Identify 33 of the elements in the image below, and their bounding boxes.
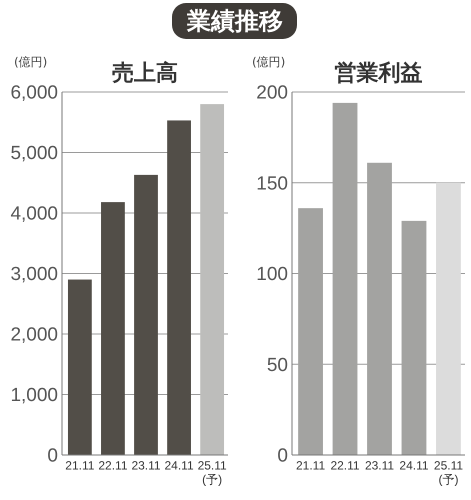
text: 業績推移 <box>186 7 283 35</box>
bar <box>101 202 125 455</box>
x-tick-label: 24.11 <box>399 458 429 473</box>
y-axis-title: (億円) <box>14 55 48 69</box>
y-tick-label: 0 <box>277 446 288 467</box>
bar <box>200 104 224 455</box>
x-tick-label: 21.11 <box>65 458 95 473</box>
y-tick-label: 4,000 <box>10 204 58 225</box>
y-tick-label: 0 <box>47 446 58 467</box>
y-tick-label: 2,000 <box>10 324 58 346</box>
x-tick-label: 23.11 <box>364 458 394 473</box>
y-tick-label: 200 <box>256 82 288 104</box>
x-tick-label: 22.11 <box>330 458 360 473</box>
y-tick-label: 5,000 <box>10 143 58 164</box>
y-tick-label: 3,000 <box>10 264 58 286</box>
y-tick-label: 150 <box>256 173 288 194</box>
x-tick-label: 22.11 <box>98 458 128 473</box>
y-tick-label: 100 <box>256 264 288 286</box>
bar <box>68 280 92 455</box>
y-axis-title: (億円) <box>252 55 286 69</box>
x-tick-label: 23.11 <box>131 458 161 473</box>
y-tick-label: 1,000 <box>10 385 58 406</box>
x-tick-label: 24.11 <box>164 458 194 473</box>
chart-title: 営業利益 <box>334 61 422 86</box>
y-tick-label: 6,000 <box>10 82 58 104</box>
bar <box>134 174 158 455</box>
bar <box>436 182 461 455</box>
x-tick-label: 21.11 <box>296 458 326 473</box>
bar <box>167 120 191 455</box>
x-tick-label: 25.11 (予) <box>434 458 464 486</box>
x-tick-label: 25.11 (予) <box>198 458 228 486</box>
y-tick-label: 50 <box>266 354 288 376</box>
chart-title: 売上高 <box>112 60 178 86</box>
